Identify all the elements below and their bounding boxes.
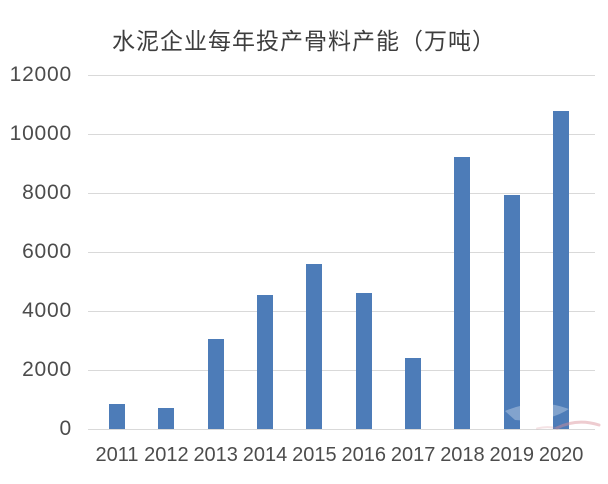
x-tick-label: 2019 [489,444,535,466]
gridline [88,370,595,371]
gridline [88,134,595,135]
y-tick-label: 12000 [9,63,72,86]
bar-2018 [454,157,471,429]
gridline [88,193,595,194]
y-tick-label: 8000 [22,181,72,204]
x-axis: 2011 2012 2013 2014 2015 2016 2017 2018 2019 2020 [88,443,595,471]
bar-2017 [405,357,422,429]
y-tick-label: 4000 [22,299,72,322]
y-tick-label: 0 [59,417,72,440]
x-tick-label: 2016 [341,444,387,466]
y-tick-label: 6000 [22,240,72,263]
x-tick-label: 2013 [193,444,238,466]
bar-2019 [503,194,520,429]
bar-2012 [158,408,175,429]
gridline [88,252,595,253]
x-tick-label: 2020 [538,444,584,466]
bar-2020 [553,111,570,429]
bar-2016 [355,293,372,429]
bar-2011 [109,403,125,429]
chart-title: 水泥企业每年投产骨料产能（万吨） [112,28,496,54]
x-tick-label: 2015 [292,444,337,466]
gridline [88,311,595,312]
gridline [88,75,595,76]
y-tick-label: 2000 [22,358,72,381]
x-tick-label: 2012 [144,444,189,466]
bar-2015 [306,264,323,429]
x-tick-label: 2018 [440,444,485,466]
plot-area [88,75,595,430]
bar-2014 [257,294,274,429]
y-axis: 0 2000 4000 6000 8000 10000 12000 [0,63,72,440]
x-tick-label: 2017 [390,444,436,466]
x-tick-label: 2014 [242,444,288,466]
x-tick-label: 2011 [95,444,139,466]
y-tick-label: 10000 [9,122,72,145]
bar-2013 [207,339,224,429]
baseline [88,429,595,430]
